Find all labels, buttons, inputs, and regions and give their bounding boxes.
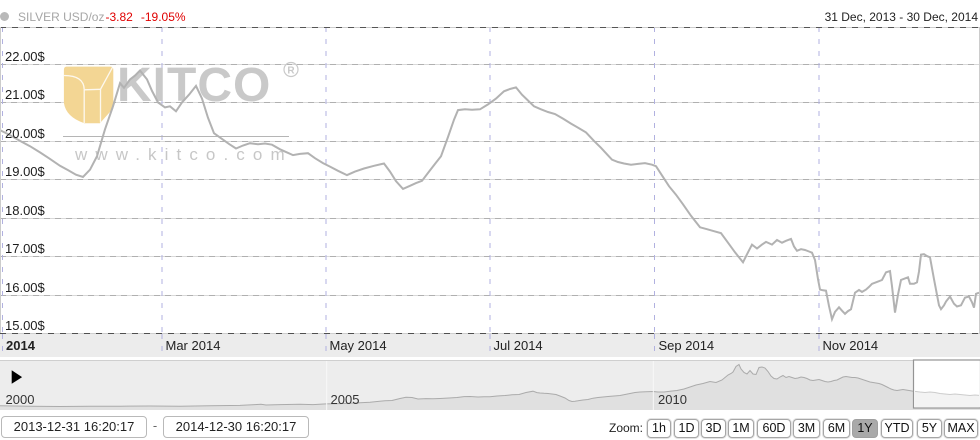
svg-text:18.00$: 18.00$ [5, 203, 46, 218]
svg-text:19.00$: 19.00$ [5, 164, 46, 179]
svg-text:2010: 2010 [658, 392, 687, 407]
svg-text:17.00$: 17.00$ [5, 241, 46, 256]
svg-text:R: R [287, 66, 295, 77]
svg-text:22.00$: 22.00$ [5, 49, 46, 64]
svg-text:Mar 2014: Mar 2014 [166, 338, 221, 353]
svg-text:2014: 2014 [6, 338, 36, 353]
svg-text:2005: 2005 [331, 392, 360, 407]
svg-text:KITCO: KITCO [117, 59, 271, 112]
svg-text:Nov 2014: Nov 2014 [823, 338, 879, 353]
svg-text:www.kitco.com: www.kitco.com [74, 145, 293, 164]
svg-text:16.00$: 16.00$ [5, 280, 46, 295]
svg-text:21.00$: 21.00$ [5, 87, 46, 102]
svg-text:Jul 2014: Jul 2014 [494, 338, 543, 353]
svg-text:Sep 2014: Sep 2014 [659, 338, 715, 353]
svg-text:15.00$: 15.00$ [5, 318, 46, 333]
svg-text:20.00$: 20.00$ [5, 126, 46, 141]
svg-text:May 2014: May 2014 [330, 338, 387, 353]
svg-text:2000: 2000 [6, 392, 35, 407]
